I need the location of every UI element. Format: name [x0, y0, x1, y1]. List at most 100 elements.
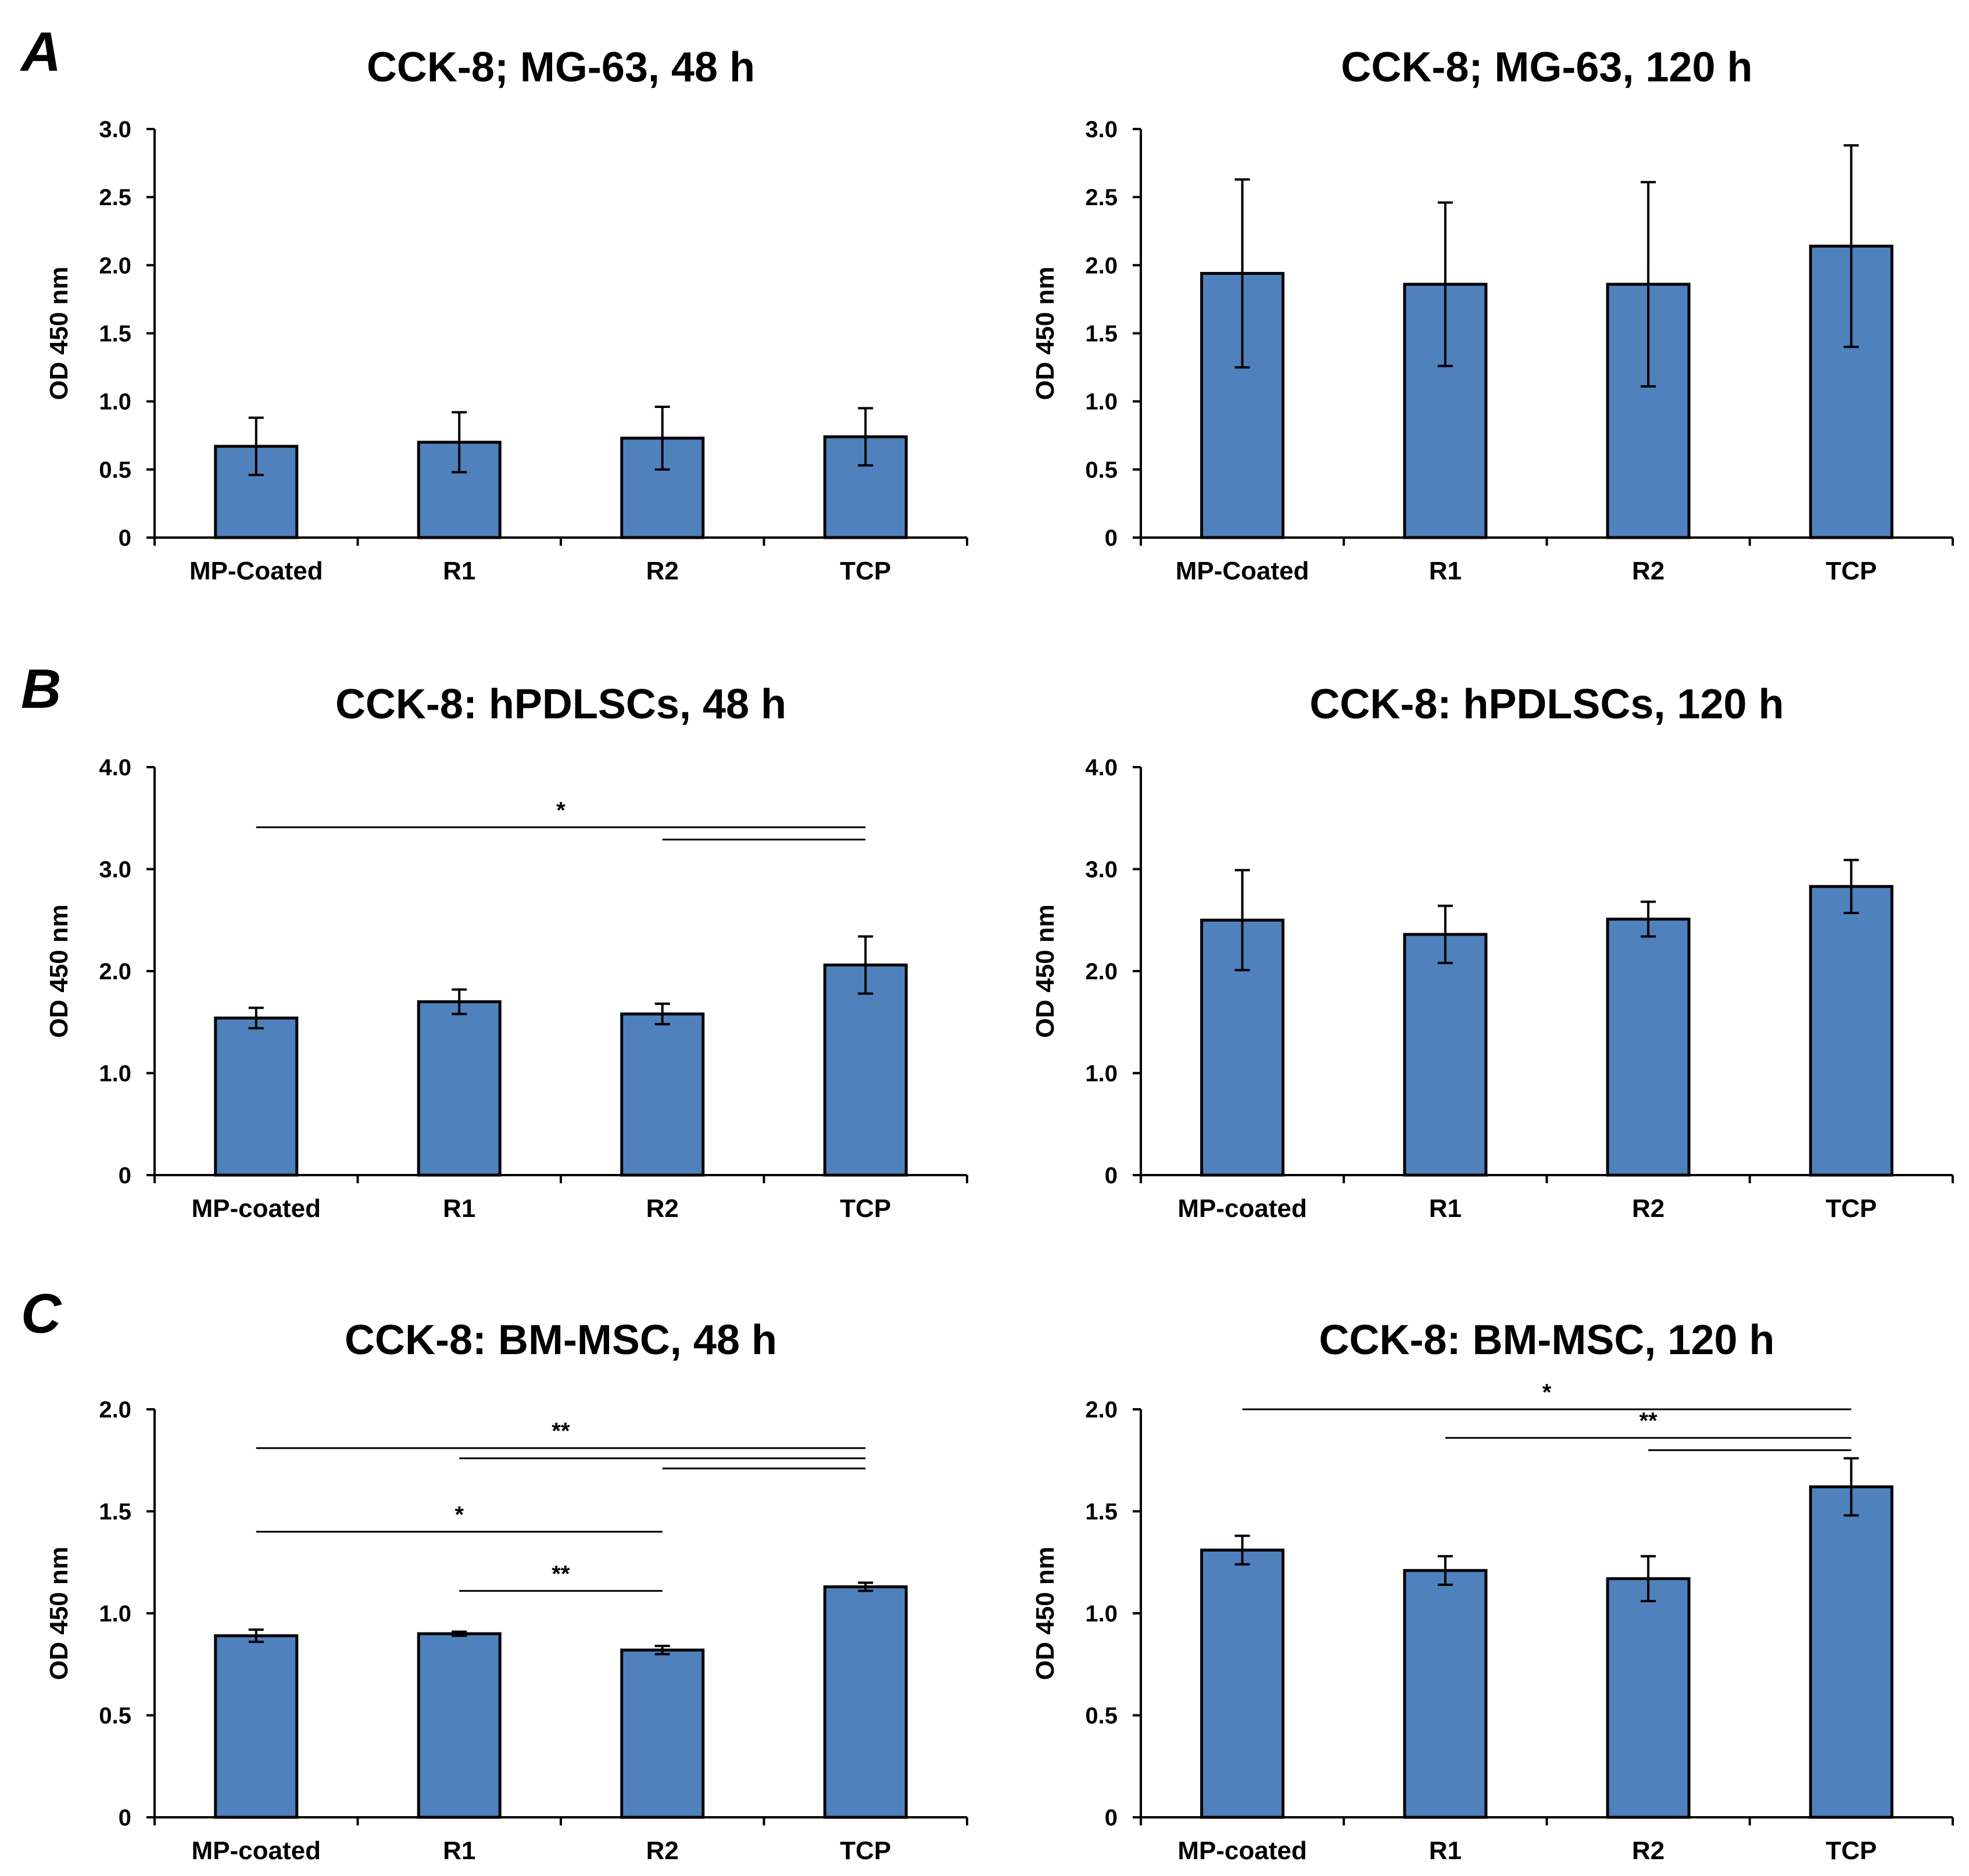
y-axis-title: OD 450 nm [1031, 267, 1059, 400]
y-axis-title: OD 450 nm [45, 1546, 73, 1680]
chart-title: CCK-8: hPDLSCs, 48 h [335, 681, 786, 728]
y-tick-label: 3.0 [99, 857, 131, 883]
bar [214, 1634, 299, 1819]
chart-mg63-120h: CCK-8; MG-63, 120 h OD 450 nm 0 0.5 1.0 1.5 2.… [1031, 44, 1954, 585]
y-tick-label: 1.0 [1085, 389, 1118, 415]
x-category-label: MP-coated [1177, 1194, 1306, 1223]
x-category-label: MP-coated [192, 1836, 321, 1865]
significance-label: ** [552, 1561, 570, 1587]
bar [823, 1585, 908, 1819]
significance-label: * [1542, 1380, 1552, 1405]
x-category-label: MP-Coated [1176, 557, 1309, 585]
x-category-label: R2 [646, 1194, 679, 1223]
y-tick-label: 1.0 [1085, 1061, 1118, 1087]
y-tick-label: 0.5 [1085, 1703, 1118, 1729]
x-category-label: R2 [646, 557, 679, 585]
chart-title: CCK-8; MG-63, 120 h [1341, 44, 1752, 91]
significance-label: * [556, 798, 565, 824]
y-tick-label: 2.0 [1085, 959, 1118, 984]
panel-letter-b: B [21, 658, 61, 720]
y-tick-label: 1.0 [99, 1061, 131, 1087]
x-category-label: TCP [1825, 1836, 1877, 1865]
y-tick-label: 0 [119, 1805, 131, 1831]
bar [214, 1016, 299, 1177]
chart-title: CCK-8: hPDLSCs, 120 h [1309, 681, 1784, 728]
bar [1809, 885, 1893, 1177]
x-category-label: TCP [1825, 1194, 1877, 1223]
y-tick-label: 1.0 [99, 389, 131, 415]
y-tick-label: 2.0 [99, 1397, 131, 1423]
x-category-label: R2 [646, 1836, 679, 1865]
chart-hpdlscs-120h: CCK-8: hPDLSCs, 120 h OD 450 nm 0 1.0 2.0 3.0… [1031, 681, 1954, 1223]
y-tick-label: 1.5 [1085, 321, 1118, 347]
y-tick-label: 1.5 [1085, 1499, 1118, 1525]
chart-hpdlscs-48h: CCK-8: hPDLSCs, 48 h OD 450 nm 0 1.0 2.0 3.0 4… [45, 681, 968, 1223]
bar [1809, 1485, 1893, 1819]
bar [1606, 917, 1691, 1177]
y-tick-label: 2.0 [99, 253, 131, 278]
bar [1403, 933, 1488, 1177]
y-tick-label: 0 [119, 1163, 131, 1188]
y-tick-label: 2.5 [1085, 185, 1118, 210]
x-category-label: R2 [1632, 557, 1664, 585]
y-tick-label: 4.0 [1085, 755, 1118, 781]
x-category-label: TCP [1825, 557, 1877, 585]
bar [620, 1648, 705, 1819]
chart-title: CCK-8; MG-63, 48 h [367, 44, 755, 91]
bar [417, 1000, 502, 1177]
significance-label: ** [1639, 1408, 1658, 1434]
x-category-label: R1 [1429, 1836, 1462, 1865]
y-tick-label: 0 [1105, 525, 1118, 551]
y-tick-label: 2.5 [99, 185, 131, 210]
y-tick-label: 0 [1105, 1805, 1118, 1831]
bar [1403, 1569, 1488, 1819]
x-category-label: MP-coated [1177, 1836, 1306, 1865]
chart-mg63-48h: CCK-8; MG-63, 48 h OD 450 nm 0 0.5 1.0 1.5 2.0… [45, 44, 968, 585]
y-tick-label: 3.0 [1085, 857, 1118, 883]
significance-label: ** [552, 1419, 570, 1444]
x-category-label: TCP [840, 1836, 891, 1865]
y-tick-label: 0.5 [99, 457, 131, 483]
y-tick-label: 2.0 [1085, 1397, 1118, 1423]
y-tick-label: 0 [1105, 1163, 1118, 1188]
x-category-label: R2 [1632, 1836, 1664, 1865]
y-tick-label: 0.5 [1085, 457, 1118, 483]
y-axis-title: OD 450 nm [1031, 904, 1059, 1038]
chart-bmmsc-48h: CCK-8: BM-MSC, 48 h OD 450 nm 0 0.5 1.0 1.5 2.… [45, 1317, 968, 1865]
chart-title: CCK-8: BM-MSC, 48 h [345, 1317, 777, 1363]
bar [417, 1632, 502, 1819]
chart-title: CCK-8: BM-MSC, 120 h [1319, 1317, 1774, 1363]
y-axis-title: OD 450 nm [1031, 1546, 1059, 1680]
bar [823, 963, 908, 1177]
bar [620, 1012, 705, 1177]
x-category-label: TCP [840, 557, 891, 585]
y-tick-label: 1.5 [99, 1499, 131, 1525]
chart-bmmsc-120h: CCK-8: BM-MSC, 120 h OD 450 nm 0 0.5 1.0 1.5 2… [1031, 1317, 1954, 1865]
x-category-label: R1 [443, 557, 475, 585]
y-tick-label: 2.0 [1085, 253, 1118, 278]
x-category-label: R1 [1429, 1194, 1462, 1223]
bar [1200, 1548, 1285, 1819]
y-tick-label: 1.0 [1085, 1601, 1118, 1627]
significance-label: * [454, 1502, 464, 1528]
y-tick-label: 3.0 [1085, 117, 1118, 142]
x-category-label: R1 [443, 1836, 475, 1865]
y-tick-label: 4.0 [99, 755, 131, 781]
x-category-label: R1 [1429, 557, 1462, 585]
panel-letter-c: C [21, 1283, 62, 1345]
y-tick-label: 2.0 [99, 959, 131, 984]
y-tick-label: 1.5 [99, 321, 131, 347]
y-tick-label: 0 [119, 525, 131, 551]
y-tick-label: 1.0 [99, 1601, 131, 1627]
x-category-label: TCP [840, 1194, 891, 1223]
x-category-label: R1 [443, 1194, 475, 1223]
bar [1606, 1577, 1691, 1819]
y-tick-label: 0.5 [99, 1703, 131, 1729]
y-tick-label: 3.0 [99, 117, 131, 142]
x-category-label: R2 [1632, 1194, 1664, 1223]
x-category-label: MP-Coated [189, 557, 323, 585]
y-axis-title: OD 450 nm [45, 904, 73, 1038]
panel-letter-a: A [20, 21, 61, 83]
y-axis-title: OD 450 nm [45, 267, 73, 400]
